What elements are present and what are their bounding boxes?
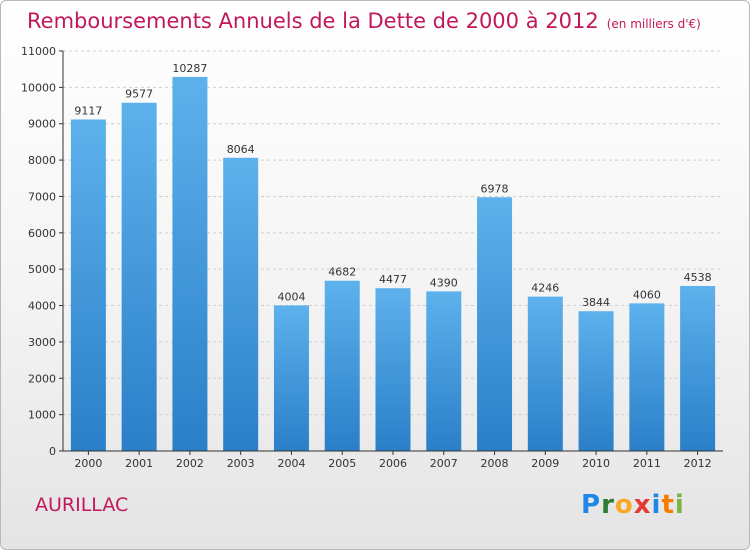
chart-title-text: Remboursements Annuels de la Dette de 20… bbox=[27, 9, 599, 33]
y-tick-label: 8000 bbox=[28, 154, 56, 167]
y-tick-label: 4000 bbox=[28, 300, 56, 313]
bar-2010 bbox=[578, 311, 614, 451]
bar-2001 bbox=[121, 102, 157, 451]
data-label-2009: 4246 bbox=[531, 282, 559, 295]
data-label-2008: 6978 bbox=[481, 182, 509, 195]
bar-2011 bbox=[629, 303, 665, 451]
bar-2007 bbox=[426, 291, 462, 451]
data-label-2001: 9577 bbox=[125, 88, 153, 101]
logo-letter: t bbox=[661, 490, 675, 520]
y-tick-label: 2000 bbox=[28, 372, 56, 385]
x-tick-label-2002: 2002 bbox=[176, 457, 204, 470]
logo-letter: r bbox=[601, 490, 615, 520]
data-label-2000: 9117 bbox=[74, 104, 102, 117]
x-tick-label-2010: 2010 bbox=[582, 457, 610, 470]
y-tick-label: 6000 bbox=[28, 227, 56, 240]
bar-2012 bbox=[680, 285, 716, 451]
x-tick-label-2008: 2008 bbox=[481, 457, 509, 470]
data-label-2012: 4538 bbox=[684, 271, 712, 284]
logo-letter: i bbox=[651, 490, 662, 520]
y-tick-label: 1000 bbox=[28, 409, 56, 422]
logo-letter: P bbox=[581, 490, 602, 520]
x-tick-label-2007: 2007 bbox=[430, 457, 458, 470]
x-tick-label-2000: 2000 bbox=[74, 457, 102, 470]
bar-2003 bbox=[223, 157, 259, 451]
logo-letter: x bbox=[633, 490, 652, 520]
chart-unit-note: (en milliers d'€) bbox=[606, 17, 701, 31]
data-label-2003: 8064 bbox=[227, 143, 255, 156]
bar-2005 bbox=[324, 280, 360, 451]
y-tick-label: 11000 bbox=[21, 45, 56, 58]
logo-letter: o bbox=[614, 490, 634, 520]
x-tick-label-2001: 2001 bbox=[125, 457, 153, 470]
data-label-2011: 4060 bbox=[633, 288, 661, 301]
y-tick-label: 10000 bbox=[21, 81, 56, 94]
x-tick-label-2012: 2012 bbox=[684, 457, 712, 470]
x-tick-label-2006: 2006 bbox=[379, 457, 407, 470]
data-label-2005: 4682 bbox=[328, 266, 356, 279]
chart-title: Remboursements Annuels de la Dette de 20… bbox=[27, 9, 701, 33]
bar-2006 bbox=[375, 288, 411, 451]
bar-2004 bbox=[273, 305, 309, 451]
data-label-2006: 4477 bbox=[379, 273, 407, 286]
bar-2009 bbox=[527, 296, 563, 451]
data-label-2004: 4004 bbox=[277, 290, 305, 303]
y-tick-label: 7000 bbox=[28, 190, 56, 203]
data-label-2007: 4390 bbox=[430, 276, 458, 289]
bar-2008 bbox=[477, 197, 513, 451]
logo-letter: i bbox=[674, 490, 685, 520]
data-label-2010: 3844 bbox=[582, 296, 610, 309]
x-tick-label-2009: 2009 bbox=[531, 457, 559, 470]
y-tick-label: 5000 bbox=[28, 263, 56, 276]
bar-2000 bbox=[70, 119, 106, 452]
y-tick-label: 3000 bbox=[28, 336, 56, 349]
x-tick-label-2011: 2011 bbox=[633, 457, 661, 470]
x-tick-label-2004: 2004 bbox=[277, 457, 305, 470]
x-tick-label-2003: 2003 bbox=[227, 457, 255, 470]
x-tick-label-2005: 2005 bbox=[328, 457, 356, 470]
proxiti-logo: Proxiti bbox=[581, 490, 685, 520]
bar-2002 bbox=[172, 76, 208, 451]
data-label-2002: 10287 bbox=[172, 62, 207, 75]
city-label: AURILLAC bbox=[35, 494, 129, 516]
y-tick-label: 0 bbox=[49, 445, 56, 458]
y-tick-label: 9000 bbox=[28, 118, 56, 131]
